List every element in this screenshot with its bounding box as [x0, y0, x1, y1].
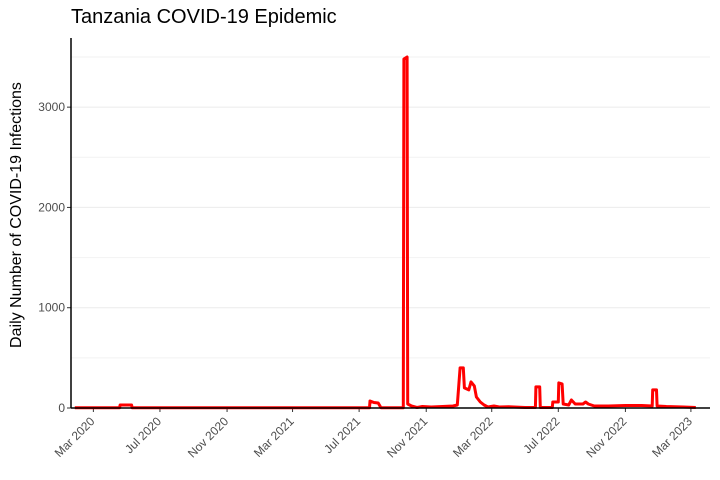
y-tick-label: 2000 [38, 200, 65, 214]
series-line [74, 55, 696, 410]
x-axis-ticks: Mar 2020 Jul 2020 Nov 2020 Mar 2021 Jul 2021… [52, 408, 695, 460]
x-tick-label: Nov 2022 [583, 414, 629, 460]
x-tick-label: Mar 2021 [251, 414, 297, 460]
y-axis-ticks: 0 1000 2000 3000 [38, 100, 71, 415]
x-tick-label: Jul 2021 [321, 414, 363, 456]
chart-title: Tanzania COVID-19 Epidemic [71, 6, 337, 28]
series-group [74, 55, 696, 410]
gridlines [71, 56, 710, 409]
x-tick-label: Mar 2022 [450, 414, 496, 460]
y-tick-label: 0 [58, 401, 65, 415]
x-tick-label: Mar 2020 [52, 414, 98, 460]
x-tick-label: Nov 2021 [384, 414, 430, 460]
axes [70, 38, 710, 409]
y-tick-label: 3000 [38, 100, 65, 114]
x-tick-label: Jul 2020 [122, 414, 164, 456]
x-tick-label: Jul 2022 [520, 414, 562, 456]
x-tick-label: Mar 2023 [649, 414, 695, 460]
y-tick-label: 1000 [38, 301, 65, 315]
x-tick-label: Nov 2020 [185, 414, 231, 460]
